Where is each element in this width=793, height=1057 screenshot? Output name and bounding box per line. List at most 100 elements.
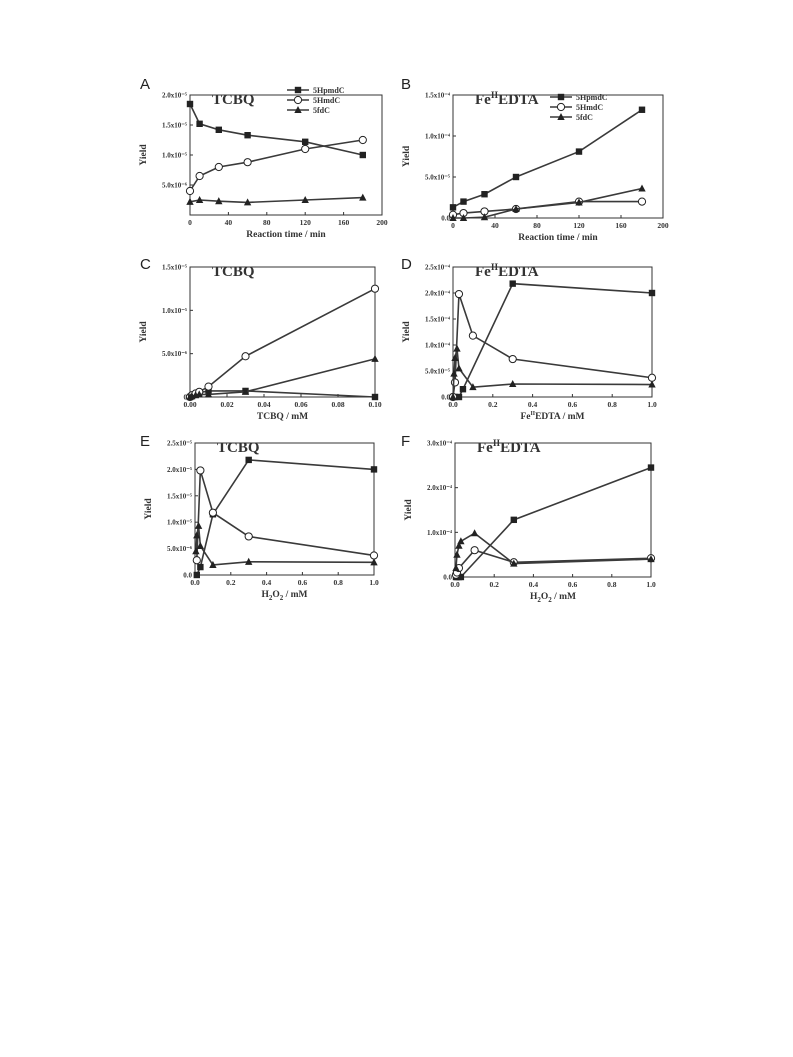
- circle-marker: [647, 373, 657, 382]
- square-marker: [193, 571, 200, 579]
- square-marker: [460, 198, 467, 205]
- series-line: [453, 282, 653, 398]
- y-tick-label: 2.0x10⁻⁴: [425, 290, 451, 298]
- circle-marker: [470, 546, 479, 555]
- legend-label: 5fdC: [576, 113, 593, 122]
- x-axis-label: TCBQ / mM: [257, 412, 308, 422]
- triangle-marker: [469, 383, 477, 391]
- series-5hpmdc: [186, 100, 366, 159]
- legend-label: 5HpmdC: [313, 86, 345, 95]
- y-tick-label: 1.5x10⁻⁴: [425, 316, 451, 324]
- x-tick-label: 80: [263, 218, 271, 227]
- square-marker: [244, 132, 251, 139]
- panel-letter-d: D: [401, 256, 412, 273]
- y-tick-label: 0.0: [441, 394, 450, 402]
- triangle-marker: [455, 541, 463, 549]
- x-tick-label: 0.00: [183, 400, 196, 409]
- triangle-marker: [371, 354, 379, 362]
- triangle-marker: [459, 213, 468, 222]
- y-tick-label: 1.5x10⁻⁵: [167, 492, 192, 500]
- circle-marker: [196, 466, 205, 475]
- triangle-marker: [359, 193, 367, 201]
- y-tick-label: 5.0x10⁻⁶: [162, 182, 187, 190]
- circle-marker: [208, 508, 217, 517]
- panel-letter-f: F: [401, 433, 411, 450]
- x-tick-label: 40: [491, 221, 499, 230]
- square-marker: [648, 289, 656, 297]
- legend-triangle-marker: [557, 112, 565, 121]
- x-tick-label: 0.6: [568, 400, 578, 409]
- series-5hmdc: [192, 466, 379, 565]
- x-tick-label: 0.10: [368, 400, 381, 409]
- triangle-marker: [186, 197, 194, 205]
- chart-title: FeIIEDTA: [475, 91, 539, 108]
- legend-label: 5HmdC: [576, 103, 603, 112]
- legend-label: 5fdC: [313, 106, 330, 115]
- square-marker: [575, 148, 583, 155]
- plot-frame: [189, 94, 383, 216]
- x-tick-label: 0.06: [294, 400, 307, 409]
- plot-frame: [454, 442, 652, 578]
- circle-marker: [450, 378, 460, 387]
- x-tick-label: 0.6: [298, 578, 308, 587]
- triangle-marker: [241, 387, 250, 395]
- triangle-marker: [451, 353, 459, 362]
- triangle-marker: [450, 369, 458, 377]
- x-tick-label: 0: [451, 221, 455, 230]
- series-5fdc: [449, 184, 646, 222]
- y-tick-label: 1.5x10⁻⁴: [425, 92, 451, 100]
- plot-frame: [194, 442, 375, 576]
- legend-triangle-marker: [294, 105, 302, 114]
- y-tick-label: 2.0x10⁻⁴: [427, 484, 453, 492]
- y-tick-label: 5.0x10⁻⁶: [162, 350, 187, 358]
- x-tick-label: 0.0: [448, 400, 458, 409]
- circle-marker: [358, 135, 367, 145]
- series-line: [189, 287, 376, 398]
- series-line: [189, 103, 363, 156]
- triangle-marker: [470, 529, 479, 537]
- triangle-marker: [453, 550, 461, 558]
- x-tick-label: 160: [338, 218, 350, 227]
- y-axis-label: Yield: [404, 499, 414, 521]
- y-tick-label: 1.0x10⁻⁵: [162, 152, 187, 160]
- y-tick-label: 2.5x10⁻⁵: [167, 440, 192, 448]
- square-marker: [647, 464, 655, 471]
- triangle-marker: [215, 197, 223, 205]
- legend-square-marker: [557, 93, 565, 101]
- triangle-marker: [196, 541, 205, 549]
- x-tick-label: 120: [300, 218, 312, 227]
- x-tick-label: 1.0: [647, 400, 657, 409]
- square-marker: [215, 126, 222, 133]
- triangle-marker: [457, 537, 465, 545]
- y-axis-label: Yield: [144, 498, 154, 520]
- triangle-marker: [452, 564, 460, 572]
- x-tick-label: 0.4: [262, 578, 272, 587]
- y-tick-label: 1.0x10⁻⁴: [425, 133, 451, 141]
- triangle-marker: [575, 198, 583, 206]
- circle-marker: [214, 162, 223, 172]
- square-marker: [245, 456, 252, 464]
- triangle-marker: [449, 392, 457, 401]
- series-line: [195, 525, 375, 566]
- triangle-marker: [195, 195, 204, 204]
- panel-letter-e: E: [140, 433, 151, 450]
- legend-label: 5HmdC: [313, 96, 340, 105]
- square-marker: [370, 466, 378, 473]
- triangle-marker: [193, 531, 201, 539]
- circle-marker: [195, 171, 204, 181]
- series-line: [189, 196, 363, 204]
- square-marker: [457, 573, 465, 581]
- plot-frame: [189, 266, 376, 398]
- legend-circle-marker: [556, 102, 566, 112]
- y-tick-label: 0.0: [443, 574, 452, 582]
- series-5fdc: [449, 344, 656, 401]
- x-tick-label: 0.2: [490, 580, 500, 589]
- square-marker: [302, 138, 309, 145]
- plot-frame: [452, 94, 664, 219]
- triangle-marker: [245, 557, 253, 565]
- x-tick-label: 1.0: [369, 578, 379, 587]
- triangle-marker: [370, 558, 378, 566]
- y-axis-label: Yield: [139, 321, 149, 343]
- circle-marker: [637, 197, 647, 206]
